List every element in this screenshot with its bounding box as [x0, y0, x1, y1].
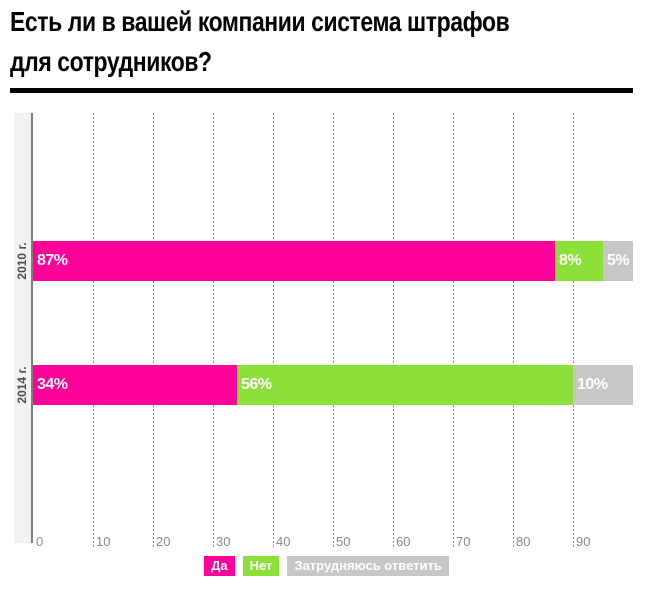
x-tick-label-10: 10 [96, 534, 111, 549]
bar-segment: 5% [603, 241, 633, 281]
bar-value-label: 10% [577, 376, 608, 393]
bar-segment: 8% [555, 241, 603, 281]
bar-value-label: 87% [37, 252, 68, 269]
chart-title-line1: Есть ли в вашей компании система штрафов [10, 6, 510, 37]
bar-row-2010: 87% 8% 5% [33, 241, 633, 281]
legend: Да Нет Затрудняюсь ответить [0, 556, 653, 576]
x-tick-label-70: 70 [456, 534, 471, 549]
chart-title: Есть ли в вашей компании система штрафов… [10, 2, 510, 82]
gridline-50 [333, 113, 334, 547]
gridline-70 [453, 113, 454, 547]
y-category-label: 2014 г. [15, 366, 29, 404]
title-divider-rule [10, 88, 633, 93]
gridline-90 [573, 113, 574, 547]
x-tick-label-30: 30 [216, 534, 231, 549]
category-axis-strip [14, 113, 31, 543]
gridline-10 [93, 113, 94, 547]
bar-segment: 34% [33, 365, 237, 405]
gridline-40 [273, 113, 274, 547]
gridline-20 [153, 113, 154, 547]
x-tick-label-50: 50 [336, 534, 351, 549]
x-tick-label-40: 40 [276, 534, 291, 549]
plot-area: 87% 8% 5% 34% 56% 10% [31, 113, 633, 547]
chart-title-line2: для сотрудников? [10, 46, 212, 77]
bar-row-2014: 34% 56% 10% [33, 365, 633, 405]
gridline-80 [513, 113, 514, 547]
bar-segment: 10% [573, 365, 633, 405]
x-tick-label-0: 0 [36, 534, 44, 549]
y-axis-line [31, 113, 33, 543]
bar-value-label: 8% [559, 252, 582, 269]
x-tick-label-20: 20 [156, 534, 171, 549]
x-tick-label-60: 60 [396, 534, 411, 549]
x-tick-label-90: 90 [576, 534, 591, 549]
gridline-60 [393, 113, 394, 547]
gridline-30 [213, 113, 214, 547]
bar-value-label: 5% [607, 252, 630, 269]
bar-value-label: 34% [37, 376, 68, 393]
x-tick-label-80: 80 [516, 534, 531, 549]
bar-segment: 56% [237, 365, 573, 405]
bar-value-label: 56% [241, 376, 272, 393]
bar-segment: 87% [33, 241, 555, 281]
legend-item: Затрудняюсь ответить [287, 556, 449, 576]
y-category-label: 2010 г. [15, 242, 29, 280]
legend-item: Нет [242, 556, 280, 576]
legend-item: Да [204, 556, 235, 576]
